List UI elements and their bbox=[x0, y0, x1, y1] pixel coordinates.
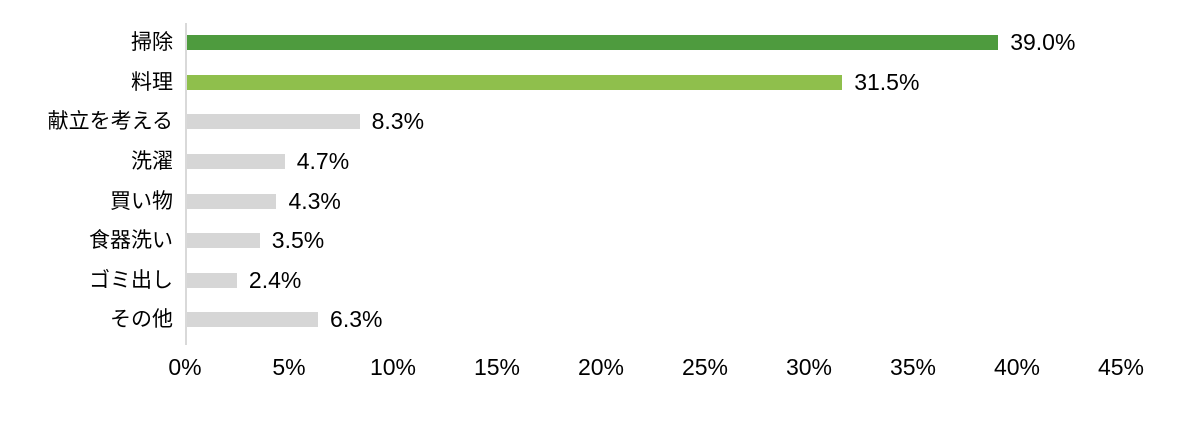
value-label: 3.5% bbox=[271, 227, 325, 254]
bar-track: 3.5% bbox=[187, 221, 1200, 261]
x-axis-labels: 0% 5% 10% 15% 20% 25% 30% 35% 40% 45% bbox=[0, 356, 1200, 386]
bar bbox=[187, 114, 360, 130]
bar-track: 31.5% bbox=[187, 63, 1200, 103]
x-tick-label: 20% bbox=[577, 354, 625, 380]
x-tick-label: 45% bbox=[1097, 354, 1145, 380]
x-tick-label: 40% bbox=[993, 354, 1041, 380]
bar-track: 8.3% bbox=[187, 102, 1200, 142]
bar-track: 2.4% bbox=[187, 261, 1200, 301]
bar-track: 6.3% bbox=[187, 300, 1200, 340]
value-label: 4.7% bbox=[296, 148, 350, 175]
value-label: 39.0% bbox=[1010, 29, 1076, 56]
bar-row: その他 6.3% bbox=[0, 300, 1200, 340]
value-label: 31.5% bbox=[854, 68, 920, 95]
bar bbox=[187, 154, 285, 170]
x-tick-label: 15% bbox=[473, 354, 521, 380]
bar-row: 掃除 39.0% bbox=[0, 23, 1200, 63]
bar bbox=[187, 35, 999, 51]
category-label: その他 bbox=[110, 308, 173, 332]
bar-row: 洗濯 4.7% bbox=[0, 142, 1200, 182]
value-label: 8.3% bbox=[371, 108, 425, 135]
bar-track: 4.7% bbox=[187, 142, 1200, 182]
x-tick-label: 30% bbox=[785, 354, 833, 380]
value-label: 4.3% bbox=[288, 187, 341, 214]
bar-row: 献立を考える 8.3% bbox=[0, 102, 1200, 142]
bar bbox=[187, 312, 319, 328]
bar-rows: 掃除 39.0% 料理 31.5% 献立を考える 8.3% 洗濯 4.7% 買い物 4.3% 食器洗… bbox=[0, 23, 1200, 340]
bar bbox=[187, 193, 277, 209]
x-tick-label: 10% bbox=[369, 354, 417, 380]
bar-row: 料理 31.5% bbox=[0, 63, 1200, 103]
x-tick-label: 0% bbox=[168, 354, 202, 380]
value-label: 2.4% bbox=[248, 266, 302, 293]
x-tick-label: 25% bbox=[681, 354, 729, 380]
category-label: 献立を考える bbox=[47, 110, 173, 134]
bar bbox=[187, 272, 237, 288]
bar-track: 4.3% bbox=[187, 181, 1200, 221]
category-label: 食器洗い bbox=[89, 229, 173, 253]
category-label: 掃除 bbox=[131, 31, 173, 55]
category-label: 料理 bbox=[131, 70, 173, 94]
bar-row: ゴミ出し 2.4% bbox=[0, 261, 1200, 301]
bar-row: 買い物 4.3% bbox=[0, 181, 1200, 221]
x-tick-label: 35% bbox=[889, 354, 937, 380]
category-label: ゴミ出し bbox=[89, 268, 173, 292]
bar-row: 食器洗い 3.5% bbox=[0, 221, 1200, 261]
y-axis-line bbox=[185, 23, 187, 345]
x-tick-label: 5% bbox=[272, 354, 306, 380]
bar bbox=[187, 74, 843, 90]
value-label: 6.3% bbox=[330, 306, 383, 333]
category-label: 買い物 bbox=[110, 189, 173, 213]
bar-track: 39.0% bbox=[187, 23, 1200, 63]
category-label: 洗濯 bbox=[131, 150, 173, 174]
bar bbox=[187, 233, 260, 249]
